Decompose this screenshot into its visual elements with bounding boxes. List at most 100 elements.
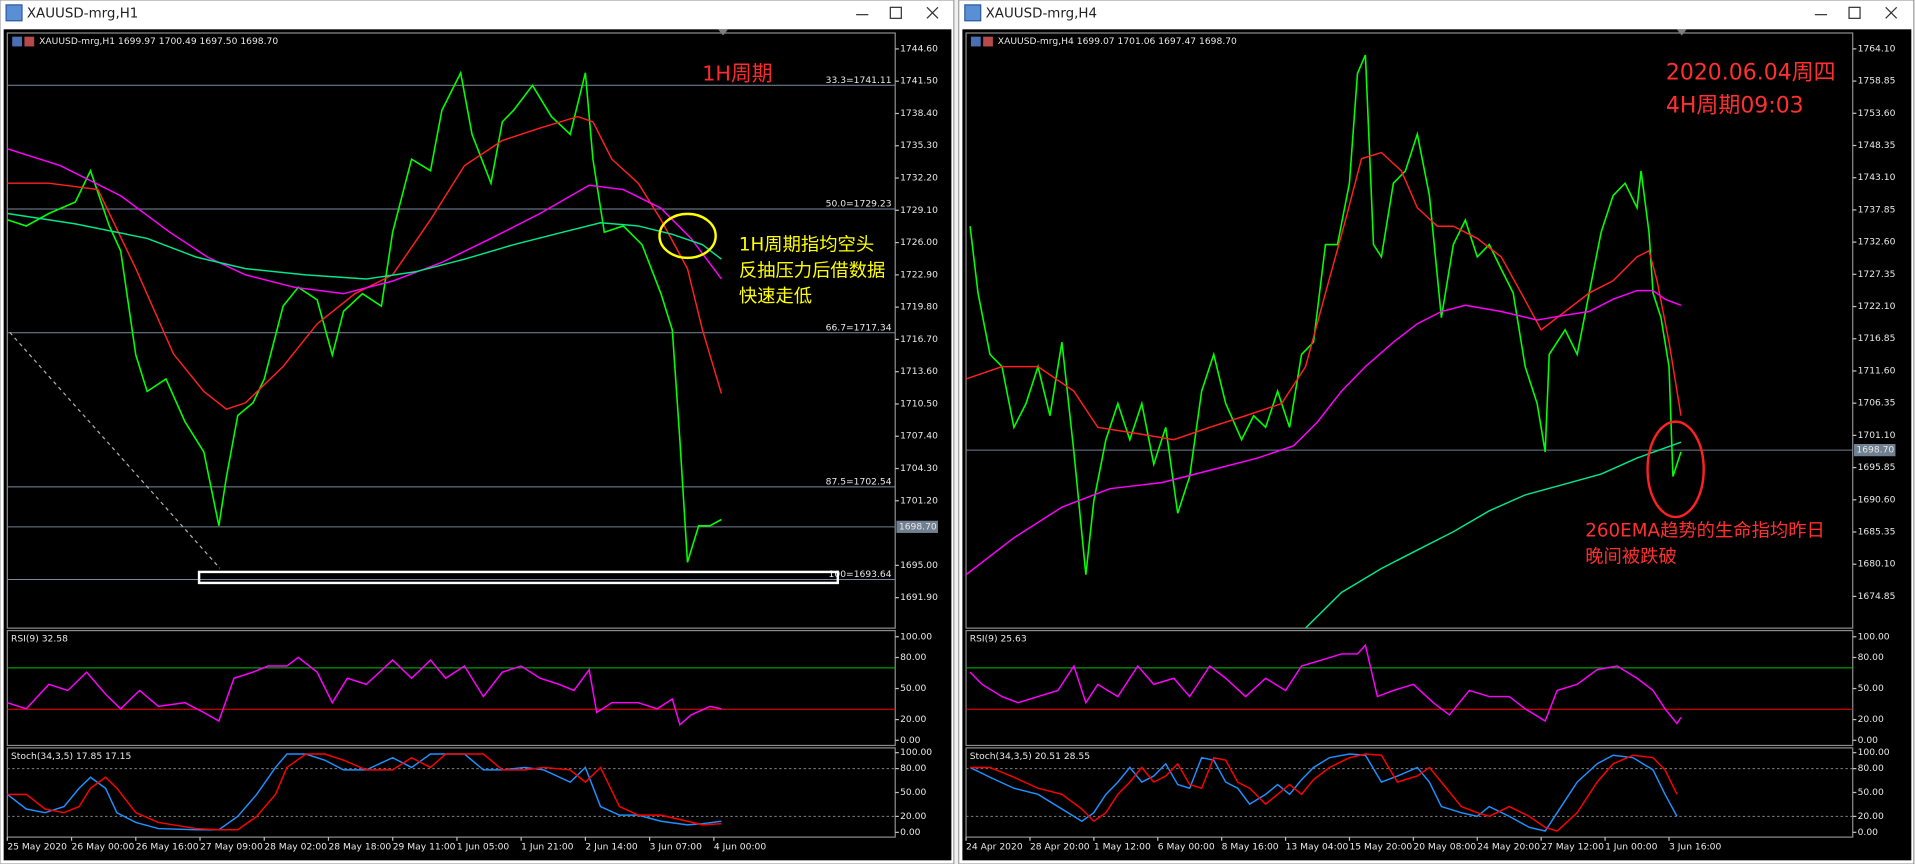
x-tick-label: 1 Jun 05:00 <box>457 841 509 852</box>
x-tick-label: 1 Jun 21:00 <box>521 841 573 852</box>
annotation: 4H周期09:03 <box>1666 93 1804 118</box>
y-tick-label: 50.00 <box>900 787 926 798</box>
fib-label: 87.5=1702.54 <box>826 476 892 487</box>
y-tick-label: 1732.60 <box>1858 237 1896 248</box>
last-price-box <box>896 520 938 533</box>
series-line <box>969 54 1682 575</box>
last-price-box <box>1853 443 1896 457</box>
chart-area <box>962 29 1912 861</box>
y-tick-label: 1722.10 <box>1858 301 1896 312</box>
y-tick-label: 1685.35 <box>1858 527 1896 538</box>
y-tick-label: 100.00 <box>900 631 932 642</box>
x-tick-label: 24 Apr 2020 <box>966 841 1023 852</box>
x-tick-label: 1 Jun 00:00 <box>1605 841 1657 852</box>
shift-marker <box>1676 29 1687 36</box>
x-tick-label: 3 Jun 07:00 <box>650 841 702 852</box>
x-tick-label: 28 May 18:00 <box>328 841 391 852</box>
window-h4: XAUUSD-mrg,H4 <box>958 0 1915 864</box>
last-price-label: 1698.70 <box>1856 445 1894 456</box>
pane-info: RSI(9) 32.58 <box>11 634 68 645</box>
last-price-label: 1698.70 <box>899 521 937 532</box>
y-tick-label: 1691.90 <box>900 592 938 603</box>
series-line <box>7 212 722 280</box>
y-tick-label: 20.00 <box>900 811 926 822</box>
x-tick-label: 25 May 2020 <box>7 841 67 852</box>
x-tick-label: 4 Jun 00:00 <box>714 841 766 852</box>
pane-info: XAUUSD-mrg,H4 1699.07 1701.06 1697.47 16… <box>998 36 1237 47</box>
y-tick-label: 100.00 <box>900 747 932 758</box>
y-tick-label: 1738.40 <box>900 108 938 119</box>
series-line <box>1305 441 1682 629</box>
symbol-icon <box>970 36 981 47</box>
y-tick-label: 1711.60 <box>1858 365 1896 376</box>
y-tick-label: 1695.00 <box>900 560 938 571</box>
x-tick-label: 26 May 16:00 <box>136 841 199 852</box>
fib-label: 33.3=1741.11 <box>826 75 892 86</box>
y-tick-label: 0.00 <box>1858 827 1879 838</box>
y-tick-label: 50.00 <box>900 683 926 694</box>
x-tick-label: 13 May 04:00 <box>1286 841 1349 852</box>
y-tick-label: 20.00 <box>1858 714 1884 725</box>
window-title: XAUUSD-mrg,H1 <box>27 6 138 21</box>
y-tick-label: 0.00 <box>900 735 921 746</box>
y-tick-label: 1674.85 <box>1858 591 1896 602</box>
symbol-icon <box>24 36 35 47</box>
y-tick-label: 1726.00 <box>900 237 938 248</box>
x-tick-label: 6 May 00:00 <box>1158 841 1215 852</box>
x-tick-label: 24 May 20:00 <box>1477 841 1540 852</box>
chart-area <box>3 29 952 861</box>
y-tick-label: 1704.30 <box>900 463 938 474</box>
series-line <box>969 753 1678 832</box>
y-tick-label: 80.00 <box>900 763 926 774</box>
y-tick-label: 1744.60 <box>900 43 938 54</box>
series-line <box>7 148 723 295</box>
annotation: 快速走低 <box>739 286 812 307</box>
annotation: 2020.06.04周四 <box>1666 60 1836 85</box>
window-icon <box>964 4 982 22</box>
series-line <box>966 151 1682 441</box>
fib-label: 66.7=1717.34 <box>826 322 892 333</box>
window-icon <box>5 4 23 22</box>
y-tick-label: 1722.90 <box>900 269 938 280</box>
y-tick-label: 1743.10 <box>1858 172 1896 183</box>
y-tick-label: 1690.60 <box>1858 494 1896 505</box>
x-tick-label: 27 May 12:00 <box>1541 841 1604 852</box>
series-line <box>7 656 722 726</box>
y-tick-label: 1735.30 <box>900 140 938 151</box>
close-button[interactable] <box>1885 6 1898 19</box>
symbol-icon <box>983 36 993 47</box>
y-tick-label: 1680.10 <box>1858 559 1896 570</box>
y-tick-label: 1706.35 <box>1858 398 1896 409</box>
y-tick-label: 0.00 <box>900 827 921 838</box>
x-tick-label: 3 Jun 16:00 <box>1669 841 1721 852</box>
y-tick-label: 20.00 <box>900 714 926 725</box>
annotation: 1H周期指均空头 <box>739 235 874 256</box>
y-tick-label: 80.00 <box>1858 652 1884 663</box>
series-line <box>970 753 1678 832</box>
series-line <box>7 753 722 831</box>
charts: 33.3=1741.11 50.0=1729.23 66.7=1717.34 87.5… <box>6 32 1896 852</box>
pane-info: XAUUSD-mrg,H1 1699.97 1700.49 1697.50 16… <box>39 36 278 47</box>
annotation: 反抽压力后借数据 <box>739 260 885 281</box>
annotation: 晚间被跌破 <box>1585 546 1677 567</box>
y-tick-label: 1727.35 <box>1858 269 1896 280</box>
close-button[interactable] <box>926 6 939 19</box>
maximize-button[interactable] <box>889 6 902 19</box>
x-tick-label: 28 May 02:00 <box>264 841 327 852</box>
y-tick-label: 0.00 <box>1858 735 1879 746</box>
y-tick-label: 80.00 <box>900 652 926 663</box>
y-tick-label: 1701.10 <box>1858 430 1896 441</box>
x-tick-label: 27 May 09:00 <box>200 841 263 852</box>
pane-info: Stoch(34,3,5) 20.51 28.55 <box>970 751 1090 762</box>
series-line <box>966 289 1682 576</box>
pane-info: RSI(9) 25.63 <box>970 634 1027 645</box>
maximize-button[interactable] <box>1848 6 1861 19</box>
fib-label: 100=1693.64 <box>829 569 892 580</box>
y-tick-label: 1710.50 <box>900 398 938 409</box>
y-tick-label: 1695.85 <box>1858 462 1896 473</box>
x-tick-label: 26 May 00:00 <box>72 841 135 852</box>
symbol-icon <box>12 36 22 47</box>
support-box <box>197 570 840 585</box>
